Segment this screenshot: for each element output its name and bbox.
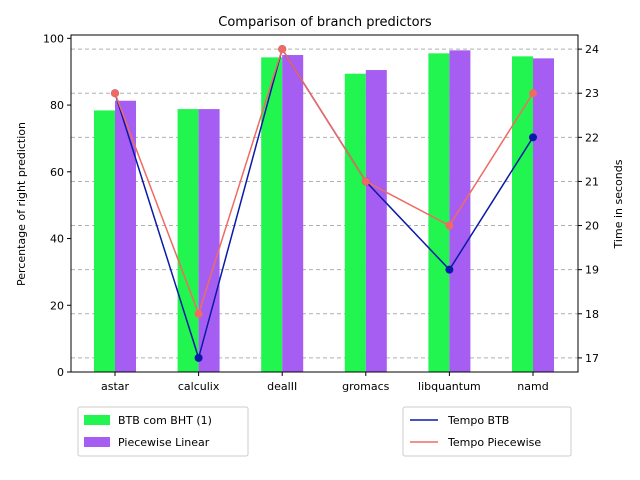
legend-swatch-btb bbox=[84, 415, 110, 425]
y2-tick-label: 20 bbox=[585, 220, 599, 233]
bar-piecewise-calculix bbox=[198, 109, 220, 372]
y-tick-label: 40 bbox=[50, 233, 64, 246]
bar-btb-namd bbox=[512, 56, 533, 372]
line-series bbox=[111, 45, 537, 362]
y2-tick-label: 22 bbox=[585, 131, 599, 144]
legend-label-tempo-btb: Tempo BTB bbox=[447, 414, 509, 427]
bar-btb-libquantum bbox=[428, 53, 450, 372]
y-tick-label: 0 bbox=[57, 366, 64, 379]
x-tick-label: libquantum bbox=[418, 380, 481, 393]
y-tick-label: 100 bbox=[43, 32, 64, 45]
point-tempo-btb-libquantum bbox=[445, 265, 454, 274]
bar-piecewise-gromacs bbox=[365, 70, 387, 372]
y-axis-left: 0 20 40 60 80 100 bbox=[43, 32, 71, 379]
bar-piecewise-namd bbox=[533, 58, 554, 372]
point-tempo-piecewise-namd bbox=[529, 89, 537, 98]
legend-lines: Tempo BTB Tempo Piecewise bbox=[402, 406, 572, 457]
bars bbox=[94, 50, 554, 373]
x-tick-label: astar bbox=[101, 380, 130, 393]
point-tempo-btb-namd bbox=[529, 133, 537, 142]
bar-btb-gromacs bbox=[344, 73, 366, 372]
chart-title: Comparison of branch predictors bbox=[218, 15, 432, 30]
y2-tick-label: 17 bbox=[585, 352, 599, 365]
plot-frame bbox=[70, 34, 579, 373]
bar-piecewise-libquantum bbox=[449, 50, 471, 373]
y-tick-label: 80 bbox=[50, 99, 64, 112]
y-tick-label: 60 bbox=[50, 166, 64, 179]
bar-piecewise-astar bbox=[115, 100, 136, 372]
x-tick-label: gromacs bbox=[342, 380, 389, 393]
grid-lines bbox=[71, 48, 578, 359]
x-axis: astar calculix dealII gromacs libquantum namd bbox=[101, 372, 549, 393]
y2-tick-label: 18 bbox=[585, 308, 599, 321]
legend-box bbox=[402, 406, 572, 457]
point-tempo-piecewise-dealII bbox=[278, 45, 287, 54]
line-tempo-piecewise bbox=[114, 47, 534, 317]
legend-label-tempo-piecewise: Tempo Piecewise bbox=[447, 436, 541, 449]
bar-btb-calculix bbox=[177, 109, 199, 372]
y2-tick-label: 24 bbox=[585, 43, 599, 56]
y2-axis-label: Time in seconds bbox=[612, 159, 625, 249]
x-tick-label: calculix bbox=[178, 380, 220, 393]
legend-label-piecewise: Piecewise Linear bbox=[118, 436, 210, 449]
point-tempo-piecewise-astar bbox=[111, 89, 119, 98]
x-tick-label: dealII bbox=[267, 380, 297, 393]
point-tempo-piecewise-libquantum bbox=[445, 221, 454, 230]
legend-label-btb: BTB com BHT (1) bbox=[118, 414, 212, 427]
bar-btb-dealII bbox=[261, 57, 283, 373]
y-axis-right: 17 18 19 20 21 22 23 24 bbox=[578, 43, 599, 365]
bar-btb-astar bbox=[94, 110, 115, 372]
point-tempo-btb-calculix bbox=[194, 353, 203, 362]
bar-piecewise-dealII bbox=[282, 55, 304, 372]
y-tick-label: 20 bbox=[50, 299, 64, 312]
y2-tick-label: 23 bbox=[585, 87, 599, 100]
legend-bars: BTB com BHT (1) Piecewise Linear bbox=[77, 406, 249, 457]
x-tick-label: namd bbox=[517, 380, 548, 393]
point-tempo-piecewise-calculix bbox=[194, 309, 203, 318]
point-tempo-piecewise-gromacs bbox=[361, 177, 370, 186]
y2-tick-label: 19 bbox=[585, 264, 599, 277]
y-axis-label: Percentage of right prediction bbox=[15, 122, 28, 286]
legend-box bbox=[77, 406, 249, 457]
legend-swatch-piecewise bbox=[84, 437, 110, 447]
y2-tick-label: 21 bbox=[585, 175, 599, 188]
